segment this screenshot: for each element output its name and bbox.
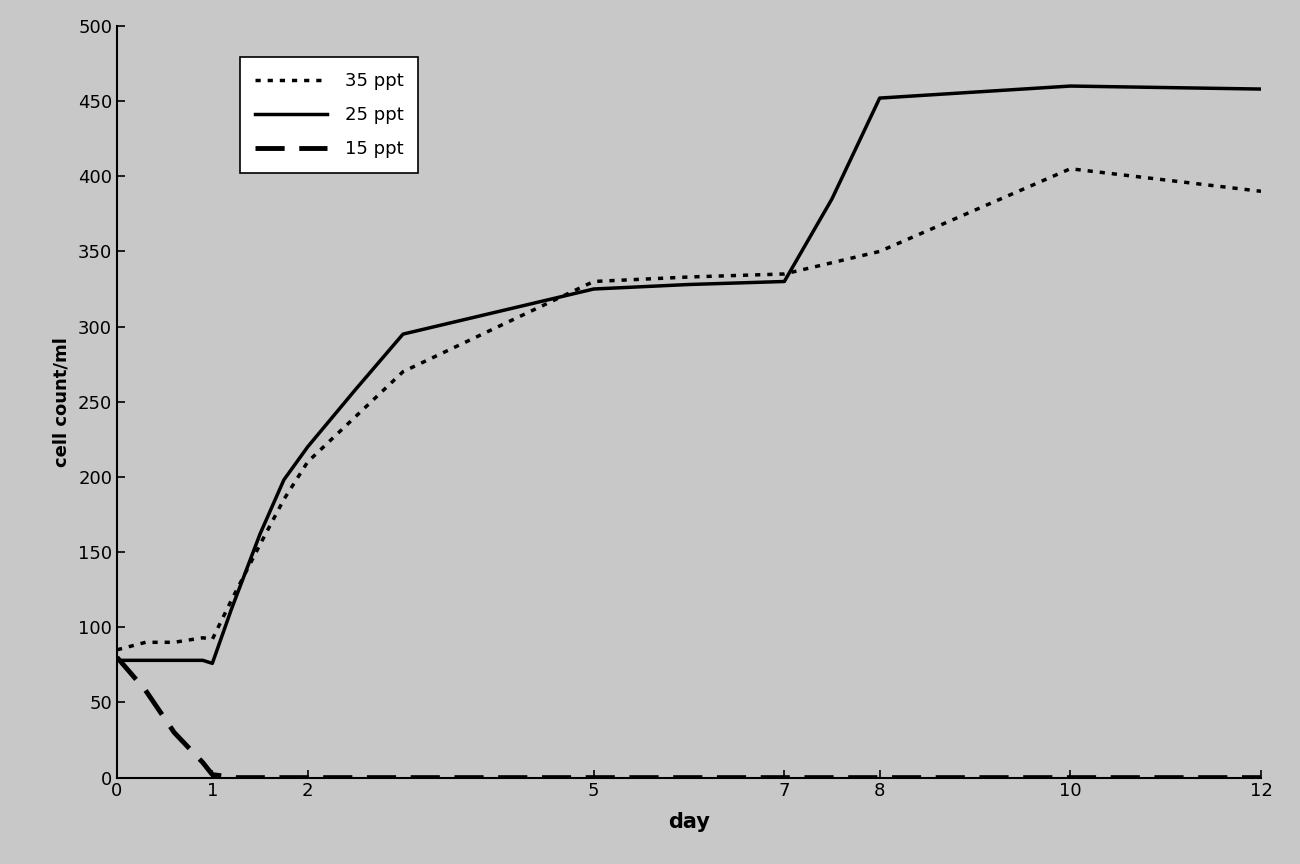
35 ppt [195, 632, 211, 643]
25 ppt [347, 384, 363, 395]
25 ppt [824, 194, 840, 204]
25 ppt [195, 655, 211, 665]
35 ppt [109, 645, 125, 655]
25 ppt [395, 329, 411, 340]
25 ppt [776, 276, 792, 287]
15 ppt [347, 772, 363, 783]
25 ppt [300, 442, 316, 452]
X-axis label: day: day [668, 811, 710, 831]
Line: 25 ppt: 25 ppt [117, 86, 1261, 664]
35 ppt [347, 411, 363, 422]
Line: 35 ppt: 35 ppt [117, 168, 1261, 650]
25 ppt [204, 658, 220, 669]
35 ppt [166, 637, 182, 647]
15 ppt [109, 652, 125, 663]
15 ppt [1062, 772, 1078, 783]
15 ppt [138, 685, 153, 696]
15 ppt [776, 772, 792, 783]
15 ppt [166, 727, 182, 738]
35 ppt [300, 457, 316, 467]
35 ppt [276, 494, 291, 505]
35 ppt [1062, 163, 1078, 174]
25 ppt [586, 284, 602, 295]
25 ppt [872, 93, 888, 104]
Y-axis label: cell count/ml: cell count/ml [53, 337, 72, 467]
15 ppt [229, 772, 244, 783]
35 ppt [1253, 186, 1269, 196]
35 ppt [204, 634, 220, 645]
35 ppt [776, 269, 792, 279]
Line: 15 ppt: 15 ppt [117, 658, 1261, 778]
35 ppt [681, 272, 697, 283]
Legend: 35 ppt, 25 ppt, 15 ppt: 35 ppt, 25 ppt, 15 ppt [240, 58, 419, 173]
15 ppt [204, 770, 220, 780]
25 ppt [109, 655, 125, 665]
15 ppt [195, 758, 211, 768]
15 ppt [276, 772, 291, 783]
15 ppt [586, 772, 602, 783]
25 ppt [681, 279, 697, 289]
15 ppt [872, 772, 888, 783]
35 ppt [252, 539, 268, 550]
35 ppt [586, 276, 602, 287]
35 ppt [138, 637, 153, 647]
25 ppt [224, 604, 239, 614]
15 ppt [252, 772, 268, 783]
35 ppt [224, 595, 239, 606]
25 ppt [166, 655, 182, 665]
25 ppt [252, 529, 268, 539]
35 ppt [872, 246, 888, 257]
25 ppt [276, 474, 291, 485]
15 ppt [1253, 772, 1269, 783]
25 ppt [1062, 81, 1078, 92]
35 ppt [395, 366, 411, 377]
15 ppt [300, 772, 316, 783]
25 ppt [1253, 84, 1269, 94]
25 ppt [138, 655, 153, 665]
